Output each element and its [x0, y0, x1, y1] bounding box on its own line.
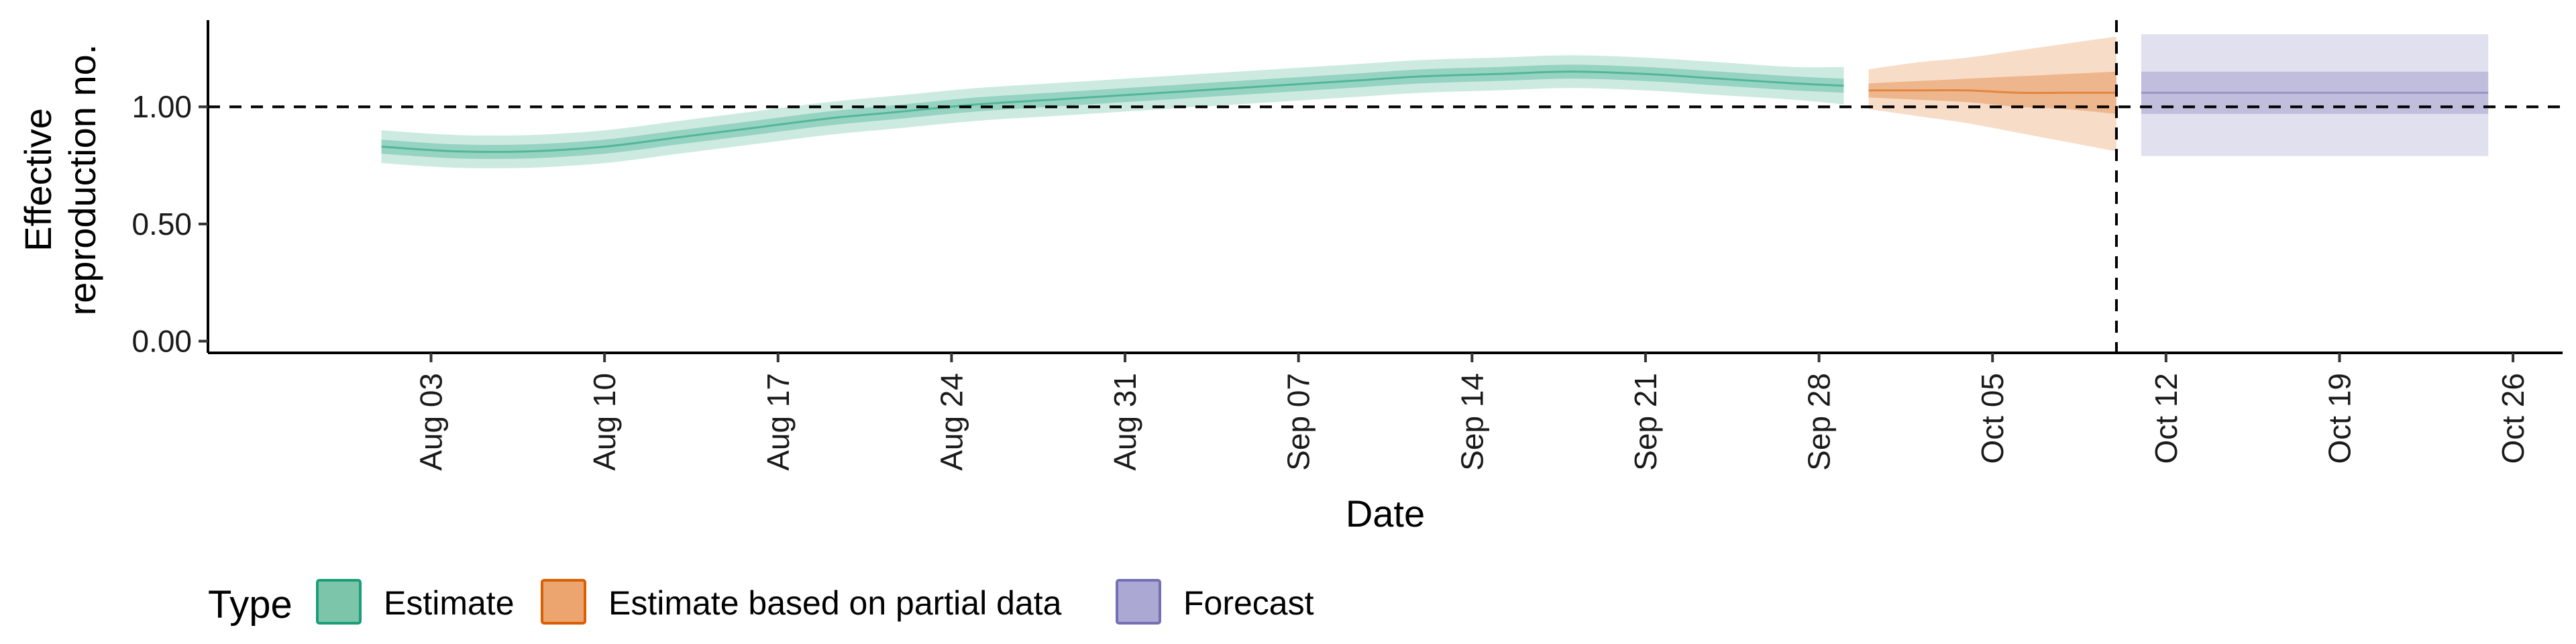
x-tick-label: Oct 26 — [2496, 373, 2530, 464]
legend-swatch-forecast — [1116, 579, 1161, 625]
x-tick-label: Aug 03 — [414, 373, 449, 471]
band-50-estimate-based-on-partial-data — [1868, 71, 2116, 114]
legend-swatch-estimate — [316, 579, 362, 625]
y-axis-title-line-1: Effective — [17, 108, 59, 252]
band-90-forecast — [2141, 34, 2489, 156]
y-tick-label: 1.00 — [131, 89, 192, 124]
x-tick-label: Oct 19 — [2322, 373, 2357, 464]
x-tick-label: Sep 21 — [1628, 373, 1663, 471]
median-line-estimate-based-on-partial-data — [1868, 89, 2116, 95]
plot-area — [208, 20, 2563, 353]
legend-label-partial: Estimate based on partial data — [608, 584, 1062, 622]
series-estimate — [381, 55, 1844, 168]
band-90-estimate — [381, 55, 1844, 168]
x-tick-label: Sep 07 — [1281, 373, 1316, 471]
legend-entry-estimate: Estimate — [316, 579, 515, 625]
series-forecast — [2141, 34, 2489, 156]
x-axis-title: Date — [1346, 492, 1425, 535]
x-tick-label: Oct 12 — [2149, 373, 2184, 464]
x-axis: Aug 03 Aug 10 Aug 17 Aug 24 Aug 31 Sep 07 Sep … — [208, 352, 2563, 471]
x-tick-label: Aug 24 — [934, 373, 969, 471]
series-estimate-based-on-partial-data — [1868, 36, 2116, 152]
x-tick-label: Aug 31 — [1108, 373, 1142, 471]
legend-label-forecast: Forecast — [1183, 584, 1314, 622]
legend-title: Type — [208, 583, 292, 627]
x-tick-label: Sep 14 — [1454, 373, 1489, 471]
legend-label-estimate: Estimate — [384, 584, 515, 622]
y-axis: 0.00 0.50 1.00 — [131, 20, 209, 359]
y-tick-label: 0.50 — [131, 207, 192, 241]
y-axis-title: Effective reproduction no. — [17, 44, 103, 316]
x-tick-label: Aug 17 — [761, 373, 796, 471]
x-tick-label: Sep 28 — [1802, 373, 1837, 471]
band-90-estimate-based-on-partial-data — [1868, 36, 2116, 152]
x-tick-label: Oct 05 — [1975, 373, 2010, 464]
legend-entry-partial: Estimate based on partial data — [541, 579, 1062, 625]
legend-swatch-partial — [541, 579, 586, 625]
median-line-estimate — [381, 70, 1844, 153]
y-axis-title-line-2: reproduction no. — [61, 44, 103, 316]
legend: Type Estimate Estimate based on partial … — [208, 579, 1314, 627]
legend-entry-forecast: Forecast — [1116, 579, 1314, 625]
y-tick-label: 0.00 — [131, 324, 192, 359]
x-tick-label: Aug 10 — [587, 373, 622, 471]
band-50-estimate — [381, 64, 1844, 159]
